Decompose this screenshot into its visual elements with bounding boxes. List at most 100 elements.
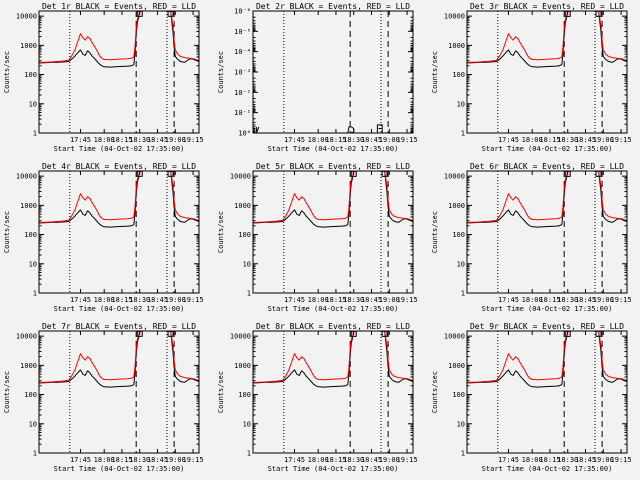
y-tick-label: 100 <box>238 231 251 239</box>
x-tick-label: 18:30 <box>343 136 364 144</box>
x-tick-label: 17:45 <box>284 136 305 144</box>
y-tick-label: 10000 <box>230 333 251 341</box>
y-tick-label: 10000 <box>16 13 37 21</box>
x-tick-label: 18:00 <box>94 136 115 144</box>
panel-det-4r: Det 4r BLACK = Events, RED = LLD 17:45 18:… <box>3 162 204 313</box>
y-tick-label: 10000 <box>444 333 465 341</box>
plot-area <box>467 11 627 133</box>
panel-title: Det 4r BLACK = Events, RED = LLD <box>42 162 196 171</box>
x-tick-label: 18:30 <box>129 296 150 304</box>
series-events-line <box>467 171 569 228</box>
y-axis-title: Counts/sec <box>217 51 225 93</box>
y-tick-label: 1000 <box>448 202 465 210</box>
x-tick-label: 19:15 <box>397 296 418 304</box>
y-tick-label: 100 <box>24 391 37 399</box>
panel-title: Det 8r BLACK = Events, RED = LLD <box>256 322 410 331</box>
x-tick-label: 18:15 <box>325 296 346 304</box>
x-axis-title: Start Time (04-Oct-02 17:35:00) <box>54 305 185 313</box>
panel-title: Det 3r BLACK = Events, RED = LLD <box>470 2 624 11</box>
y-tick-label: 100 <box>452 71 465 79</box>
x-tick-label: 18:45 <box>147 296 168 304</box>
series-lld-line <box>384 331 413 382</box>
y-axis-title: Counts/sec <box>3 211 11 253</box>
x-tick-label: 19:00 <box>165 296 186 304</box>
series-events-line <box>39 171 141 228</box>
y-tick-label: 10 <box>457 420 465 428</box>
x-axis-title: Start Time (04-Oct-02 17:35:00) <box>482 465 613 473</box>
x-tick-label: 18:30 <box>557 136 578 144</box>
x-tick-label: 17:45 <box>498 296 519 304</box>
series-events-line <box>170 331 199 383</box>
panel-det-9r: Det 9r BLACK = Events, RED = LLD 17:45 18:… <box>431 322 632 473</box>
axes-frame <box>38 10 200 134</box>
axes-frame <box>466 170 628 294</box>
x-tick-label: 18:00 <box>308 136 329 144</box>
x-tick-label: 18:30 <box>129 136 150 144</box>
y-tick-label: 1000 <box>20 362 37 370</box>
panel-title: Det 9r BLACK = Events, RED = LLD <box>470 322 624 331</box>
y-tick-label: 10 <box>457 260 465 268</box>
axes-frame <box>38 330 200 454</box>
x-tick-label: 18:45 <box>575 456 596 464</box>
axes-frame <box>38 170 200 294</box>
series-events-line <box>384 331 413 383</box>
y-tick-label: 10000 <box>230 173 251 181</box>
plot-area <box>39 331 199 453</box>
y-tick-label: 10⁻⁵ <box>234 28 251 36</box>
x-tick-label: 18:15 <box>539 456 560 464</box>
plot-area <box>39 171 199 293</box>
y-tick-label: 1000 <box>234 202 251 210</box>
x-tick-label: 18:45 <box>575 296 596 304</box>
y-axis-title: Counts/sec <box>217 371 225 413</box>
x-tick-label: 19:15 <box>611 456 632 464</box>
x-tick-label: 18:45 <box>361 136 382 144</box>
x-tick-label: 19:15 <box>183 456 204 464</box>
y-tick-label: 1 <box>33 290 37 298</box>
y-tick-label: 10 <box>29 420 37 428</box>
x-axis-title: Start Time (04-Oct-02 17:35:00) <box>268 465 399 473</box>
axes-frame <box>466 330 628 454</box>
series-events-line <box>598 11 627 63</box>
y-tick-label: 1000 <box>448 362 465 370</box>
series-events-line <box>39 11 141 68</box>
plot-area <box>467 331 627 453</box>
y-tick-label: 100 <box>24 71 37 79</box>
x-tick-label: 19:00 <box>165 136 186 144</box>
x-tick-label: 19:00 <box>379 136 400 144</box>
x-tick-label: 18:30 <box>343 296 364 304</box>
series-events-line <box>170 11 199 63</box>
x-axis-title: Start Time (04-Oct-02 17:35:00) <box>268 145 399 153</box>
y-tick-label: 10⁻⁴ <box>234 48 251 56</box>
plot-area <box>253 171 413 293</box>
x-tick-label: 19:15 <box>183 296 204 304</box>
x-axis-title: Start Time (04-Oct-02 17:35:00) <box>54 145 185 153</box>
x-tick-label: 17:45 <box>70 296 91 304</box>
y-tick-label: 1 <box>247 450 251 458</box>
series-events-line <box>376 124 383 133</box>
x-tick-label: 18:45 <box>575 136 596 144</box>
y-axis-title: Counts/sec <box>3 371 11 413</box>
x-tick-label: 17:45 <box>70 136 91 144</box>
y-tick-label: 10000 <box>444 13 465 21</box>
plot-area <box>39 11 199 133</box>
series-lld-line <box>253 171 355 223</box>
y-tick-label: 10⁻³ <box>234 69 251 77</box>
y-tick-label: 1 <box>461 450 465 458</box>
y-tick-label: 1 <box>461 130 465 138</box>
y-tick-label: 10 <box>243 260 251 268</box>
series-lld-line <box>39 331 141 383</box>
x-tick-label: 18:00 <box>94 456 115 464</box>
x-axis-title: Start Time (04-Oct-02 17:35:00) <box>482 305 613 313</box>
panel-title: Det 7r BLACK = Events, RED = LLD <box>42 322 196 331</box>
panel-title: Det 2r BLACK = Events, RED = LLD <box>256 2 410 11</box>
x-tick-label: 19:00 <box>593 136 614 144</box>
series-lld-line <box>467 171 569 223</box>
series-events-line <box>598 171 627 223</box>
x-tick-label: 19:00 <box>593 456 614 464</box>
x-tick-label: 18:00 <box>308 296 329 304</box>
x-tick-label: 17:45 <box>498 456 519 464</box>
